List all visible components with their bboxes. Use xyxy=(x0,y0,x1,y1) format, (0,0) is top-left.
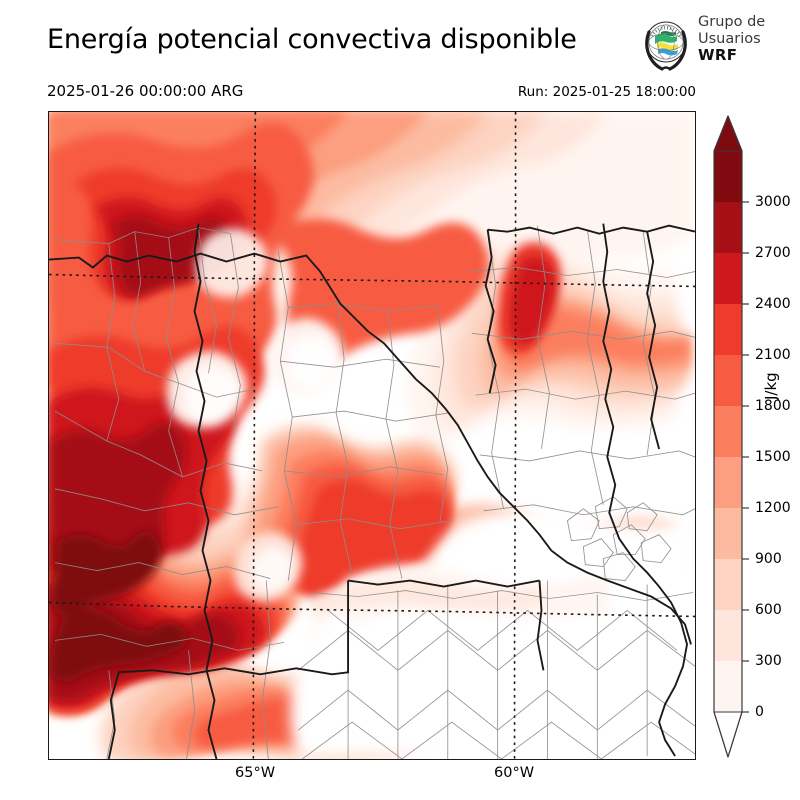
colorbar-tick-1200: 1200 xyxy=(755,500,791,516)
logo-line-2: Usuarios xyxy=(698,30,761,47)
colorbar: 0 300 600 900 1200 1500 1800 2100 2400 2… xyxy=(706,112,800,772)
colorbar-tick-600: 600 xyxy=(755,602,782,618)
colorbar-tick-1500: 1500 xyxy=(755,449,791,465)
colorbar-tick-3000: 3000 xyxy=(755,194,791,210)
colorbar-tick-0: 0 xyxy=(755,704,764,720)
colorbar-tick-1800: 1800 xyxy=(755,398,791,414)
colorbar-svg xyxy=(713,115,749,758)
globe-seal-icon xyxy=(638,16,694,72)
wrf-user-group-logo: Grupo de Usuarios WRF xyxy=(638,14,798,76)
logo-line-1: Grupo de xyxy=(698,14,766,30)
colorbar-unit-label: J/kg xyxy=(762,372,780,400)
colorbar-tick-300: 300 xyxy=(755,653,782,669)
map-plot-area[interactable] xyxy=(48,111,696,760)
x-tick-label-65w: 65°W xyxy=(235,765,276,781)
colorbar-tick-900: 900 xyxy=(755,551,782,567)
valid-time-label: 2025-01-26 00:00:00 ARG xyxy=(47,82,244,100)
colorbar-tick-2700: 2700 xyxy=(755,245,791,261)
cape-field-canvas xyxy=(49,112,695,759)
logo-text-block: Grupo de Usuarios WRF xyxy=(698,14,765,64)
page-title: Energía potencial convectiva disponible xyxy=(47,24,577,55)
colorbar-tick-2100: 2100 xyxy=(755,347,791,363)
colorbar-segments xyxy=(714,151,742,712)
colorbar-tick-2400: 2400 xyxy=(755,296,791,312)
run-time-label: Run: 2025-01-25 18:00:00 xyxy=(517,84,696,100)
logo-line-3: WRF xyxy=(698,46,738,64)
x-tick-label-60w: 60°W xyxy=(494,765,535,781)
